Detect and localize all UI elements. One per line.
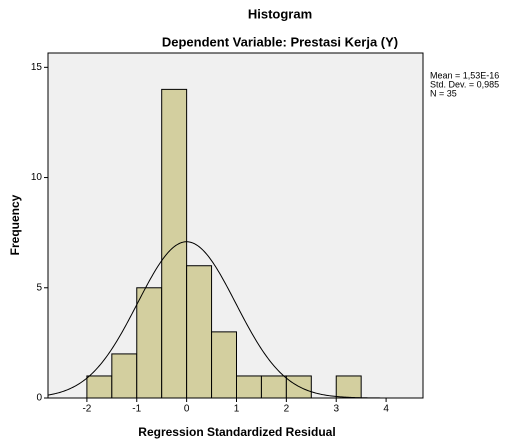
bar xyxy=(235,375,262,399)
x-tick-label: 0 xyxy=(184,404,190,415)
y-tick-label: 15 xyxy=(31,62,43,73)
chart-title: Histogram xyxy=(248,6,312,21)
bar xyxy=(260,375,287,399)
x-tick-label: 3 xyxy=(333,404,339,415)
stat-std-dev: Std. Dev. = 0,985 xyxy=(430,79,499,89)
bar xyxy=(136,287,163,399)
bar xyxy=(186,265,213,399)
bar xyxy=(111,353,138,399)
y-tick-label: 5 xyxy=(36,282,42,293)
chart-subtitle: Dependent Variable: Prestasi Kerja (Y) xyxy=(162,34,398,49)
stat-n: N = 35 xyxy=(430,88,457,98)
bar xyxy=(161,88,188,399)
x-tick-label: 2 xyxy=(284,404,290,415)
x-tick-label: 4 xyxy=(383,404,389,415)
bar xyxy=(335,375,362,399)
y-axis-title: Frequency xyxy=(8,194,22,255)
normal-curve xyxy=(47,241,423,399)
bar xyxy=(211,331,237,399)
y-tick-label: 10 xyxy=(31,172,43,183)
x-tick-label: -2 xyxy=(82,404,91,415)
bar xyxy=(86,375,113,399)
x-tick-label: -1 xyxy=(132,404,141,415)
x-axis-title: Regression Standardized Residual xyxy=(138,425,335,439)
y-tick-label: 0 xyxy=(36,393,42,404)
stat-mean: Mean = 1,53E-16 xyxy=(430,70,499,80)
x-tick-label: 1 xyxy=(234,404,240,415)
